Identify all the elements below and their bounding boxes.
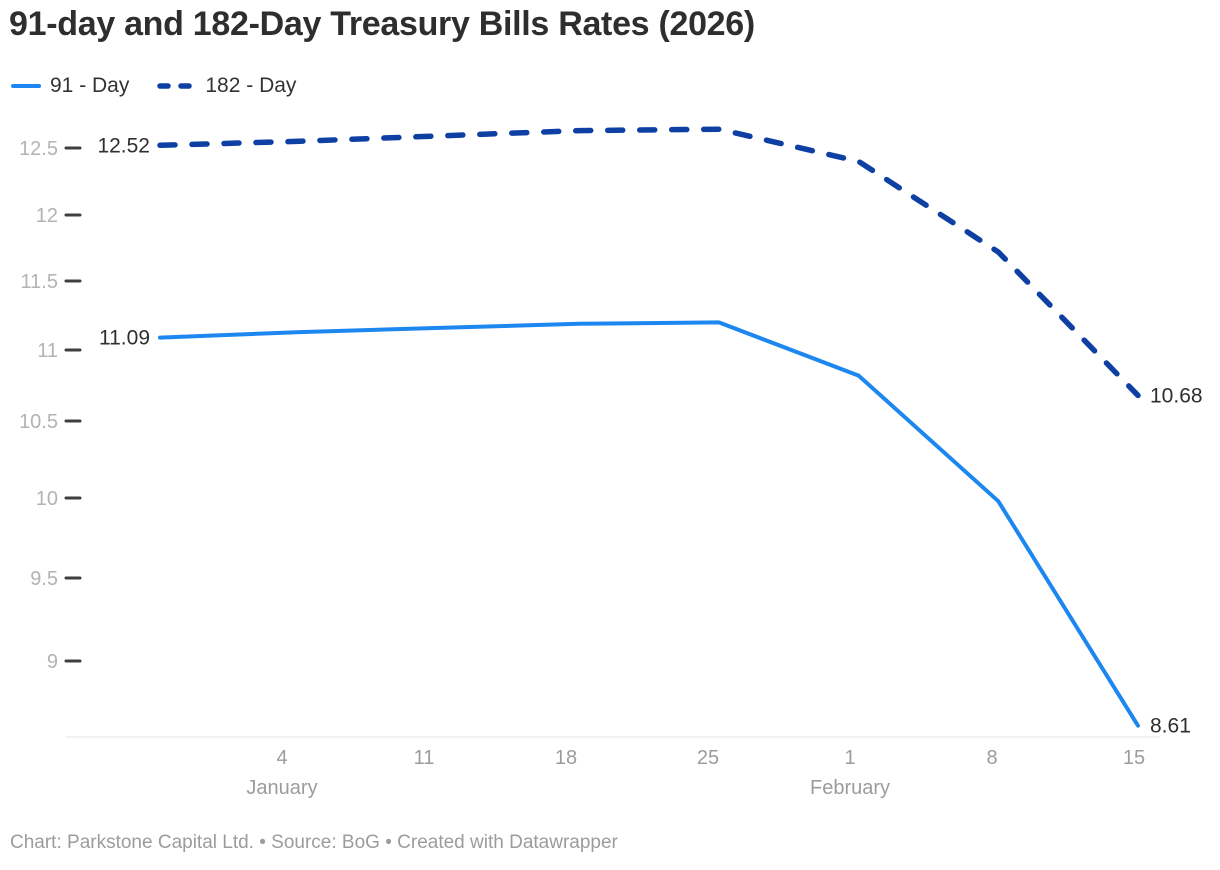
x-tick-label: 25 bbox=[697, 747, 719, 769]
y-tick-label: 10 bbox=[36, 488, 58, 510]
series-line-91-day bbox=[158, 320, 1140, 728]
x-month-label: February bbox=[810, 777, 890, 799]
x-tick-label: 15 bbox=[1123, 747, 1145, 769]
y-tick-label: 12 bbox=[36, 205, 58, 227]
legend-label-91-day: 91 - Day bbox=[50, 74, 130, 97]
x-tick-label: 11 bbox=[414, 747, 435, 769]
x-month-label: January bbox=[246, 777, 317, 799]
x-tick-label: 8 bbox=[986, 747, 997, 769]
legend-swatch-91-day-icon bbox=[11, 84, 41, 88]
point-label-start: 11.09 bbox=[99, 327, 150, 350]
series-line-182-day bbox=[157, 126, 1141, 399]
y-tick-label: 11 bbox=[37, 340, 58, 362]
chart-title: 91-day and 182-Day Treasury Bills Rates … bbox=[9, 5, 755, 43]
y-tick-label: 9.5 bbox=[30, 568, 58, 590]
x-tick-label: 1 bbox=[844, 747, 855, 769]
y-tick-label: 9 bbox=[47, 651, 58, 673]
x-tick-label: 18 bbox=[555, 747, 577, 769]
point-label-start: 12.52 bbox=[97, 134, 150, 157]
legend-item-91-day: 91 - Day bbox=[11, 74, 129, 98]
chart-attribution: Chart: Parkstone Capital Ltd. • Source: … bbox=[10, 832, 618, 853]
legend-swatch-182-day-icon bbox=[157, 83, 197, 89]
y-tick-label: 11.5 bbox=[21, 271, 58, 293]
y-tick-label: 12.5 bbox=[19, 138, 58, 160]
legend-label-182-day: 182 - Day bbox=[205, 74, 297, 97]
point-label-end: 8.61 bbox=[1150, 715, 1191, 738]
point-label-end: 10.68 bbox=[1150, 384, 1203, 407]
y-tick-label: 10.5 bbox=[19, 411, 58, 433]
chart-legend: 91 - Day 182 - Day bbox=[11, 74, 296, 98]
x-tick-label: 4 bbox=[276, 747, 287, 769]
legend-item-182-day: 182 - Day bbox=[156, 74, 296, 98]
